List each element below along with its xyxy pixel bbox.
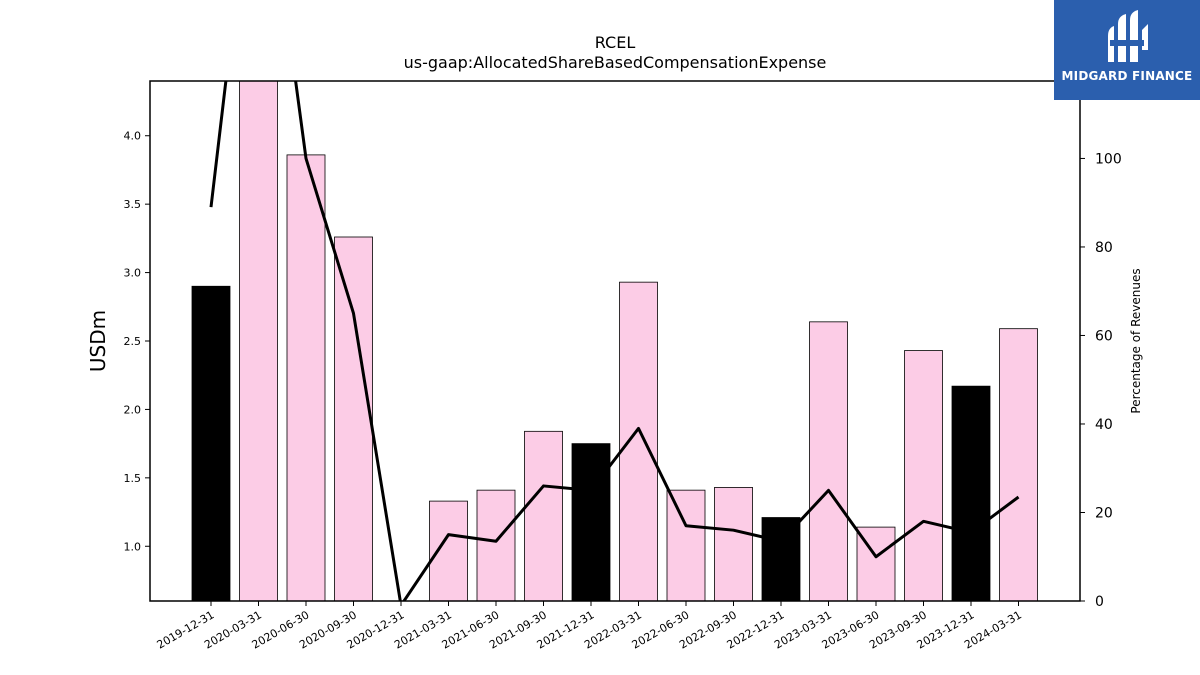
chart-subtitle: us-gaap:AllocatedShareBasedCompensationE… bbox=[404, 53, 827, 72]
bar-2021-03-31 bbox=[429, 500, 468, 601]
y2-axis-label: Percentage of Revenues bbox=[1129, 268, 1143, 413]
brand-name: MIDGARD FINANCE bbox=[1061, 69, 1193, 83]
bar-2020-06-30 bbox=[286, 154, 326, 601]
bar-2023-12-31 bbox=[951, 385, 991, 601]
bar-2024-03-31 bbox=[999, 328, 1038, 601]
y2-tick-label: 100 bbox=[1095, 151, 1122, 167]
y-tick-label: 1.5 bbox=[124, 472, 142, 485]
bar-2022-09-30 bbox=[714, 487, 753, 601]
y-tick-label: 1.0 bbox=[124, 540, 142, 553]
bar-2020-09-30 bbox=[334, 236, 373, 601]
bar-2021-09-30 bbox=[524, 430, 563, 601]
bar-2021-06-30 bbox=[476, 489, 516, 601]
chart-title: RCEL bbox=[595, 33, 636, 52]
revenue-percentage-line bbox=[209, 81, 1020, 601]
y-axis-label: USDm bbox=[86, 310, 110, 372]
y-tick-label: 2.5 bbox=[124, 335, 142, 348]
y2-tick-label: 40 bbox=[1095, 417, 1113, 433]
bar-2021-12-31 bbox=[571, 443, 611, 601]
midgard-logo-icon bbox=[1108, 10, 1148, 62]
bar-2022-06-30 bbox=[666, 489, 706, 601]
bar-2022-12-31 bbox=[761, 517, 801, 601]
y-tick-label: 4.0 bbox=[124, 130, 142, 143]
y2-tick-label: 20 bbox=[1095, 505, 1113, 521]
bar-2020-03-31 bbox=[239, 81, 278, 601]
bar-series bbox=[191, 81, 1038, 601]
brand-logo: MIDGARD FINANCE bbox=[1054, 0, 1200, 100]
bar-2019-12-31 bbox=[191, 285, 231, 601]
line-series bbox=[209, 81, 1020, 601]
y2-tick-label: 0 bbox=[1095, 594, 1104, 610]
bar-2023-03-31 bbox=[809, 321, 848, 601]
y2-tick-label: 60 bbox=[1095, 328, 1113, 344]
bar-2022-03-31 bbox=[619, 281, 658, 601]
bar-2023-09-30 bbox=[904, 350, 943, 601]
y-tick-label: 3.5 bbox=[124, 198, 142, 211]
y-tick-label: 3.0 bbox=[124, 267, 142, 280]
y2-tick-label: 80 bbox=[1095, 240, 1113, 256]
y-tick-label: 2.0 bbox=[124, 403, 142, 416]
